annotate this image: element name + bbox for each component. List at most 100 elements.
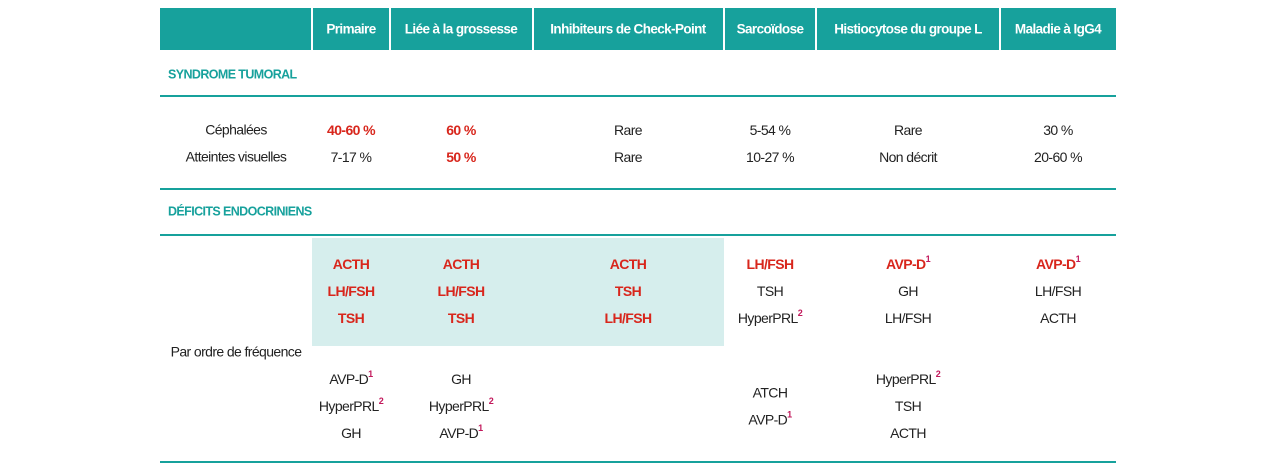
superscript: 1 bbox=[368, 369, 373, 379]
cell-text: TSH bbox=[448, 310, 475, 326]
header-band bbox=[160, 8, 1116, 50]
row-label: Par ordre de fréquence bbox=[171, 344, 303, 360]
cell-text: Rare bbox=[614, 149, 643, 165]
column-header: Primaire bbox=[326, 22, 376, 37]
cell: LH/FSH bbox=[328, 283, 375, 299]
column-header: Histiocytose du groupe L bbox=[834, 22, 982, 37]
cell-text: ACTH bbox=[1040, 310, 1076, 326]
cell-text: Rare bbox=[894, 122, 923, 138]
cell-text: TSH bbox=[757, 283, 783, 299]
cell-text: TSH bbox=[615, 283, 642, 299]
row-label: Céphalées bbox=[205, 122, 267, 138]
cell: GH bbox=[451, 371, 471, 387]
cell-text: 7-17 % bbox=[331, 149, 372, 165]
cell: HyperPRL2 bbox=[319, 396, 384, 413]
cell: LH/FSH bbox=[885, 310, 931, 326]
cell: GH bbox=[898, 283, 918, 299]
superscript: 1 bbox=[787, 410, 792, 420]
cell: 7-17 % bbox=[331, 149, 372, 165]
cell-text: 5-54 % bbox=[750, 122, 791, 138]
cell-text: 10-27 % bbox=[746, 149, 794, 165]
cell-text: LH/FSH bbox=[605, 310, 652, 326]
cell-text: ACTH bbox=[890, 425, 926, 441]
cell-text: AVP-D bbox=[329, 371, 368, 387]
cell-text: HyperPRL bbox=[319, 398, 380, 414]
cell: 60 % bbox=[446, 122, 477, 138]
cell-text: HyperPRL bbox=[738, 310, 799, 326]
cell-text: TSH bbox=[338, 310, 365, 326]
cell-text: ACTH bbox=[443, 256, 480, 272]
cell: ACTH bbox=[1040, 310, 1076, 326]
cell-text: GH bbox=[341, 425, 361, 441]
column-header: Inhibiteurs de Check-Point bbox=[550, 22, 707, 37]
cell: AVP-D1 bbox=[1036, 254, 1081, 271]
cell-text: Non décrit bbox=[879, 149, 938, 165]
cell-text: AVP-D bbox=[748, 411, 787, 427]
cell-text: HyperPRL bbox=[876, 371, 937, 387]
cell: LH/FSH bbox=[747, 256, 794, 272]
cell: AVP-D1 bbox=[886, 254, 931, 271]
cell: LH/FSH bbox=[1035, 283, 1081, 299]
row-label: Atteintes visuelles bbox=[186, 149, 287, 165]
cell: AVP-D1 bbox=[748, 410, 792, 427]
cell: LH/FSH bbox=[438, 283, 485, 299]
cell-text: HyperPRL bbox=[429, 398, 490, 414]
cell: TSH bbox=[895, 398, 921, 414]
highlight-band bbox=[312, 238, 724, 346]
cell: AVP-D1 bbox=[439, 423, 483, 440]
column-header: Liée à la grossesse bbox=[405, 22, 519, 37]
cell: HyperPRL2 bbox=[738, 308, 803, 325]
cell-text: Rare bbox=[614, 122, 643, 138]
cell-text: GH bbox=[898, 283, 918, 299]
cell: Rare bbox=[614, 122, 643, 138]
superscript: 2 bbox=[379, 396, 384, 406]
cell: 40-60 % bbox=[327, 122, 376, 138]
cell: ACTH bbox=[890, 425, 926, 441]
section-title: DÉFICITS ENDOCRINIENS bbox=[168, 203, 312, 218]
superscript: 2 bbox=[798, 308, 803, 318]
cell: TSH bbox=[338, 310, 365, 326]
cell: AVP-D1 bbox=[329, 369, 373, 386]
cell: 50 % bbox=[446, 149, 477, 165]
cell: TSH bbox=[615, 283, 642, 299]
superscript: 2 bbox=[936, 369, 941, 379]
cell: TSH bbox=[757, 283, 783, 299]
cell-text: LH/FSH bbox=[328, 283, 375, 299]
cell: ACTH bbox=[443, 256, 480, 272]
cell-text: TSH bbox=[895, 398, 921, 414]
cell-text: 50 % bbox=[446, 149, 477, 165]
cell: HyperPRL2 bbox=[876, 369, 941, 386]
cell: ATCH bbox=[753, 384, 788, 400]
cell-text: LH/FSH bbox=[438, 283, 485, 299]
cell: HyperPRL2 bbox=[429, 396, 494, 413]
superscript: 1 bbox=[926, 254, 931, 264]
superscript: 1 bbox=[478, 423, 483, 433]
cell: 20-60 % bbox=[1034, 149, 1082, 165]
cell-text: ACTH bbox=[610, 256, 647, 272]
superscript: 1 bbox=[1076, 254, 1081, 264]
cell-text: ACTH bbox=[333, 256, 370, 272]
cell: ACTH bbox=[610, 256, 647, 272]
cell: GH bbox=[341, 425, 361, 441]
cell-text: 60 % bbox=[446, 122, 477, 138]
cell-text: LH/FSH bbox=[885, 310, 931, 326]
cell: TSH bbox=[448, 310, 475, 326]
cell-text: GH bbox=[451, 371, 471, 387]
cell-text: AVP-D bbox=[886, 256, 926, 272]
cell: Rare bbox=[614, 149, 643, 165]
cell-text: 20-60 % bbox=[1034, 149, 1082, 165]
cell-text: 40-60 % bbox=[327, 122, 376, 138]
cell: 10-27 % bbox=[746, 149, 794, 165]
cell-text: ATCH bbox=[753, 384, 788, 400]
section-title: SYNDROME TUMORAL bbox=[168, 67, 298, 81]
column-header: Sarcoïdose bbox=[737, 22, 805, 37]
cell: Non décrit bbox=[879, 149, 938, 165]
cell: Rare bbox=[894, 122, 923, 138]
column-header: Maladie à IgG4 bbox=[1015, 22, 1102, 37]
cell: 5-54 % bbox=[750, 122, 791, 138]
cell-text: AVP-D bbox=[439, 425, 478, 441]
cell: ACTH bbox=[333, 256, 370, 272]
cell: 30 % bbox=[1043, 122, 1073, 138]
cell-text: LH/FSH bbox=[1035, 283, 1081, 299]
